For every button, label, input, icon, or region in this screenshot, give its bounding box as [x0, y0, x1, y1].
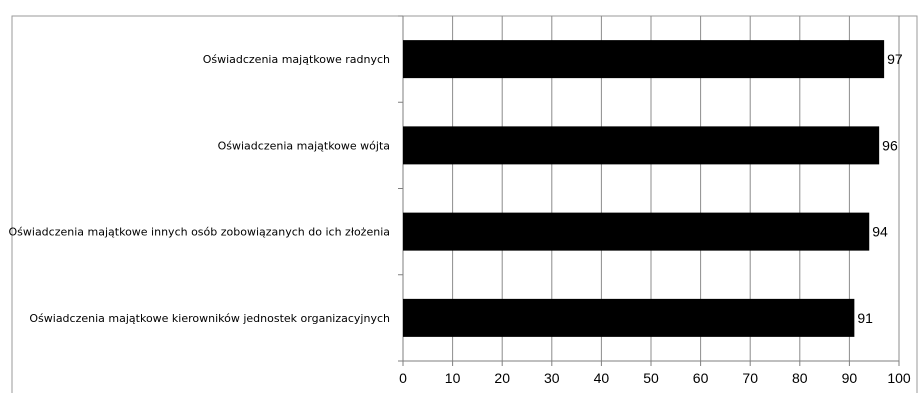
bar	[403, 298, 855, 337]
x-tick-label: 100	[887, 370, 911, 386]
x-tick-label: 30	[544, 370, 560, 386]
x-tick-labels: 0 10 20 30 40 50 60 70 80 90 100	[399, 370, 911, 386]
bar	[403, 212, 870, 251]
category-label: Oświadczenia majątkowe wójta	[218, 139, 390, 152]
x-tick-label: 20	[494, 370, 510, 386]
bar	[403, 126, 880, 165]
category-label: Oświadczenia majątkowe kierowników jedno…	[29, 312, 390, 325]
data-labels: 97 96 94 91	[857, 51, 903, 326]
data-label: 94	[872, 224, 888, 240]
x-tick-label: 60	[693, 370, 709, 386]
x-tick-label: 0	[399, 370, 407, 386]
bar	[403, 40, 885, 79]
x-tick-label: 40	[594, 370, 610, 386]
chart-area-border	[11, 15, 918, 393]
x-tick-label: 90	[842, 370, 858, 386]
category-labels: Oświadczenia majątkowe radnych Oświadczen…	[9, 53, 391, 325]
data-label: 96	[882, 137, 898, 153]
category-label: Oświadczenia majątkowe radnych	[203, 53, 390, 66]
x-tick-label: 70	[742, 370, 758, 386]
x-tick-label: 10	[445, 370, 461, 386]
data-label: 97	[887, 51, 903, 67]
bars	[403, 40, 885, 337]
x-tick-label: 50	[643, 370, 659, 386]
category-label: Oświadczenia majątkowe innych osób zobow…	[9, 226, 391, 239]
x-tick-label: 80	[792, 370, 808, 386]
data-label: 91	[857, 310, 873, 326]
